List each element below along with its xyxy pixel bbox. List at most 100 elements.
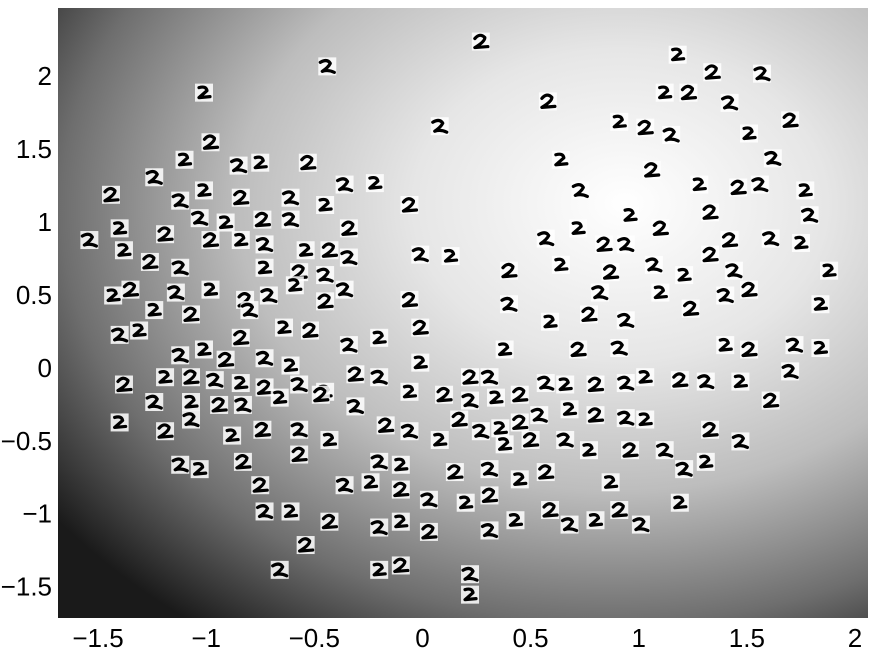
digit-point bbox=[811, 295, 830, 314]
digit-stroke bbox=[741, 341, 758, 358]
digit-stroke bbox=[321, 242, 339, 258]
digit-point bbox=[740, 124, 759, 143]
digit-point bbox=[370, 368, 389, 387]
digit-point bbox=[281, 188, 300, 207]
digit-point bbox=[145, 393, 164, 412]
digit-stroke bbox=[753, 66, 771, 82]
digit-stroke bbox=[461, 393, 479, 409]
digit-point bbox=[670, 493, 689, 512]
digit-stroke bbox=[554, 152, 569, 167]
digit-point bbox=[370, 328, 389, 347]
digit-point bbox=[480, 486, 499, 505]
digit-stroke bbox=[299, 243, 314, 257]
digit-stroke bbox=[702, 204, 719, 220]
digit-point bbox=[510, 470, 529, 489]
digit-point bbox=[339, 219, 358, 238]
digit-stroke bbox=[543, 314, 558, 329]
digit-stroke bbox=[116, 376, 133, 393]
x-tick-label: 2 bbox=[848, 623, 862, 653]
digit-point bbox=[729, 178, 748, 197]
digit-stroke bbox=[235, 454, 252, 470]
digit-point bbox=[339, 248, 358, 267]
digit-stroke bbox=[318, 197, 333, 212]
digit-point bbox=[194, 181, 213, 200]
digit-stroke bbox=[473, 33, 490, 50]
digit-stroke bbox=[402, 384, 418, 399]
digit-point bbox=[651, 283, 670, 302]
y-tick-label: 0.5 bbox=[16, 280, 52, 310]
digit-point bbox=[506, 511, 525, 530]
digit-stroke bbox=[255, 504, 274, 520]
digit-point bbox=[296, 536, 315, 555]
digit-stroke bbox=[617, 312, 635, 328]
digit-stroke bbox=[721, 232, 739, 248]
digit-stroke bbox=[542, 502, 559, 518]
digit-stroke bbox=[652, 220, 669, 236]
digit-stroke bbox=[421, 524, 438, 540]
digit-point bbox=[551, 255, 570, 274]
digit-point bbox=[156, 368, 175, 387]
digit-stroke bbox=[291, 264, 308, 280]
digit-point bbox=[251, 153, 270, 172]
digit-point bbox=[811, 339, 830, 358]
digit-point bbox=[121, 280, 140, 299]
digit-stroke bbox=[443, 248, 459, 263]
digit-point bbox=[231, 231, 250, 250]
digit-point bbox=[450, 410, 469, 429]
digit-stroke bbox=[617, 237, 635, 253]
digit-point bbox=[411, 245, 430, 264]
digit-stroke bbox=[298, 537, 315, 553]
digit-point bbox=[270, 388, 289, 407]
digit-point bbox=[461, 368, 480, 387]
digit-point bbox=[171, 455, 190, 474]
digit-point bbox=[461, 391, 480, 410]
digit-stroke bbox=[587, 407, 605, 423]
digit-point bbox=[320, 430, 339, 449]
digit-stroke bbox=[321, 513, 339, 530]
digit-point bbox=[800, 206, 819, 225]
digit-point bbox=[233, 452, 252, 471]
digit-stroke bbox=[813, 340, 829, 355]
digit-point bbox=[101, 185, 120, 204]
digit-stroke bbox=[498, 342, 513, 357]
digit-point bbox=[182, 410, 201, 429]
digit-point bbox=[435, 385, 454, 404]
digit-stroke bbox=[587, 376, 605, 393]
digit-point bbox=[223, 426, 242, 445]
digit-point bbox=[560, 515, 579, 534]
digit-stroke bbox=[401, 197, 419, 213]
digit-point bbox=[696, 372, 715, 391]
digit-stroke bbox=[638, 412, 653, 427]
digit-point bbox=[753, 64, 772, 83]
digit-stroke bbox=[378, 417, 395, 433]
digit-stroke bbox=[147, 302, 162, 317]
digit-stroke bbox=[617, 410, 635, 426]
digit-stroke bbox=[240, 302, 259, 318]
digit-stroke bbox=[420, 492, 438, 508]
digit-point bbox=[281, 356, 300, 375]
digit-stroke bbox=[167, 285, 185, 301]
digit-stroke bbox=[197, 183, 212, 198]
digit-point bbox=[750, 175, 769, 194]
digit-stroke bbox=[462, 369, 479, 385]
digit-point bbox=[495, 435, 514, 454]
digit-point bbox=[156, 225, 175, 244]
digit-point bbox=[610, 339, 629, 358]
digit-stroke bbox=[142, 254, 159, 270]
digit-stroke bbox=[202, 134, 220, 150]
digit-stroke bbox=[781, 364, 799, 379]
digit-point bbox=[300, 321, 319, 340]
digit-point bbox=[601, 263, 620, 282]
digit-stroke bbox=[233, 189, 250, 206]
digit-stroke bbox=[302, 322, 319, 339]
digit-point bbox=[740, 280, 759, 299]
digit-point bbox=[461, 565, 480, 584]
digit-stroke bbox=[604, 475, 619, 489]
digit-point bbox=[391, 556, 410, 575]
digit-stroke bbox=[653, 285, 668, 300]
digit-point bbox=[316, 292, 335, 311]
digit-stroke bbox=[622, 442, 639, 458]
digit-point bbox=[391, 480, 410, 499]
digit-point bbox=[538, 92, 557, 111]
